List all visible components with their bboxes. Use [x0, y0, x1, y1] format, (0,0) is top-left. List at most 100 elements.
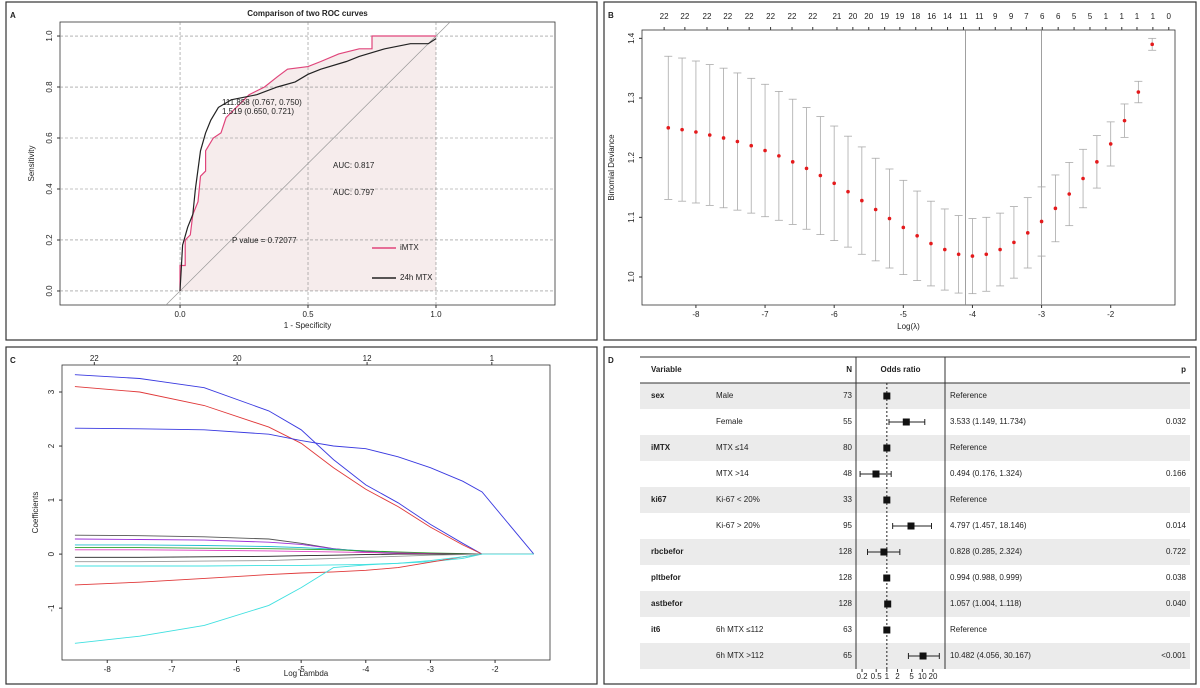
point	[777, 154, 781, 158]
y-tick-label: 1.3	[627, 92, 636, 104]
top-tick-label: 0	[1167, 12, 1172, 21]
p-value: 0.166	[1166, 469, 1187, 478]
panel-letter: A	[10, 11, 16, 20]
x-tick-label: -8	[692, 310, 700, 319]
point	[1039, 219, 1044, 224]
variable-label: sex	[651, 391, 665, 400]
estimate-text: Reference	[950, 625, 987, 634]
n-value: 80	[843, 443, 852, 452]
column-header: N	[846, 365, 852, 374]
point	[929, 241, 933, 246]
n-value: 95	[843, 521, 852, 530]
level-label: MTX >14	[716, 469, 749, 478]
legend-label: 24h MTX	[400, 273, 433, 282]
point	[1095, 160, 1099, 164]
x-tick-label: 0.5	[871, 672, 883, 681]
column-header: Odds ratio	[880, 365, 920, 374]
point	[707, 133, 712, 137]
panel-frame	[603, 346, 1197, 685]
y-tick-label: 1.4	[627, 32, 636, 44]
top-tick-label: 11	[975, 12, 984, 21]
x-tick-label: 10	[918, 672, 927, 681]
point	[804, 166, 809, 171]
odds-ratio-marker	[883, 444, 891, 452]
n-value: 128	[839, 599, 853, 608]
row-band	[640, 487, 1190, 513]
top-tick-label: 1	[1104, 12, 1109, 21]
panel-frame	[5, 346, 598, 685]
y-axis-label: Sensitivity	[27, 145, 36, 181]
x-tick-label: -6	[233, 665, 241, 674]
x-tick-label: 0.0	[174, 310, 186, 319]
top-tick-label: 1	[490, 354, 495, 363]
panel-letter: D	[608, 356, 614, 365]
point	[1025, 231, 1030, 235]
point	[901, 225, 906, 230]
x-tick-label: -6	[831, 310, 839, 319]
coefficient-path	[74, 553, 534, 586]
n-value: 55	[843, 417, 852, 426]
point	[915, 234, 919, 238]
variable-label: pltbefor	[651, 573, 681, 582]
estimate-text: 10.482 (4.056, 30.167)	[950, 651, 1031, 660]
point	[887, 216, 892, 221]
odds-ratio-marker	[883, 496, 891, 504]
point	[666, 126, 671, 130]
level-label: 6h MTX ≤112	[716, 625, 764, 634]
plot-frame	[641, 29, 1176, 306]
point	[942, 247, 947, 252]
top-tick-label: 9	[993, 12, 998, 21]
point	[1136, 90, 1141, 94]
y-tick-label: 3	[47, 389, 56, 394]
point	[1081, 176, 1085, 181]
x-tick-label: -8	[104, 665, 112, 674]
p-value: 0.722	[1166, 547, 1187, 556]
x-tick-label: -2	[1107, 310, 1115, 319]
x-axis-label: 1 - Specificity	[284, 321, 332, 330]
top-tick-label: 1	[1135, 12, 1140, 21]
point	[763, 148, 767, 153]
n-value: 73	[843, 391, 852, 400]
coefficient-path	[74, 374, 534, 555]
n-value: 33	[843, 495, 852, 504]
plot-frame	[59, 21, 556, 306]
point	[970, 254, 975, 258]
x-axis-label: Log(λ)	[897, 322, 920, 331]
odds-ratio-marker	[902, 418, 910, 426]
point	[832, 181, 836, 186]
odds-ratio-marker	[880, 548, 888, 556]
n-value: 128	[839, 573, 853, 582]
y-tick-label: 0	[47, 551, 56, 556]
top-tick-label: 20	[848, 12, 857, 21]
estimate-text: 4.797 (1.457, 18.146)	[950, 521, 1027, 530]
y-tick-label: 0.4	[45, 183, 54, 195]
chart-title: Comparison of two ROC curves	[247, 9, 368, 18]
top-tick-label: 22	[703, 12, 712, 21]
estimate-text: 3.533 (1.149, 11.734)	[950, 417, 1026, 426]
p-value: 0.032	[1166, 417, 1187, 426]
row-band	[640, 539, 1190, 565]
x-tick-label: 1	[885, 672, 890, 681]
point	[749, 143, 754, 148]
x-tick-label: 2	[895, 672, 900, 681]
annotation: 1.519 (0.650, 0.721)	[222, 107, 294, 116]
point	[818, 173, 823, 178]
legend-label: iMTX	[400, 243, 419, 252]
annotation: 111.858 (0.767, 0.750)	[222, 98, 302, 107]
odds-ratio-marker	[883, 626, 891, 634]
point	[1012, 240, 1016, 245]
point	[721, 136, 726, 140]
column-header: Variable	[651, 365, 682, 374]
row-band	[640, 383, 1190, 409]
top-tick-label: 22	[788, 12, 797, 21]
y-tick-label: -1	[47, 604, 56, 612]
variable-label: it6	[651, 625, 661, 634]
y-axis-label: Coefficients	[31, 492, 40, 534]
odds-ratio-marker	[883, 392, 891, 400]
estimate-text: 0.828 (0.285, 2.324)	[950, 547, 1022, 556]
top-tick-label: 22	[660, 12, 669, 21]
top-tick-label: 19	[880, 12, 889, 21]
point	[694, 130, 698, 134]
y-tick-label: 1.0	[627, 271, 636, 283]
x-tick-label: -2	[491, 665, 499, 674]
